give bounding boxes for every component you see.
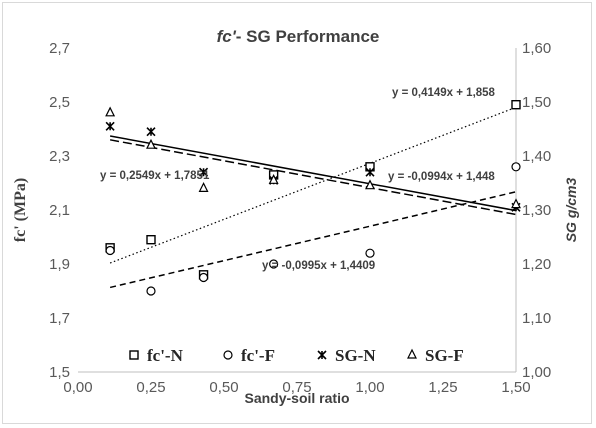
chart-title: fc'- SG Performance — [217, 27, 380, 46]
trendline — [109, 135, 517, 212]
x-tick-label: 0,50 — [209, 379, 238, 396]
circle-marker — [365, 248, 375, 258]
trendline-equation-label: y = 0,4149x + 1,858 — [392, 87, 496, 99]
right-y-tick-label: 1,00 — [522, 364, 551, 381]
triangle-marker — [146, 138, 156, 149]
triangle-marker — [105, 106, 116, 117]
legend-label: SG-N — [335, 346, 376, 365]
data-markers — [105, 99, 521, 296]
left-y-tick-label: 2,1 — [49, 202, 70, 219]
x-tick-label: 0,25 — [136, 379, 165, 396]
triangle-marker — [365, 179, 375, 190]
left-y-tick-label: 1,9 — [49, 256, 70, 273]
trendlines — [109, 106, 517, 289]
right-y-tick-label: 1,50 — [522, 94, 551, 111]
chart-frame — [2, 2, 592, 424]
left-y-tick-label: 2,5 — [49, 94, 70, 111]
right-y-tick-label: 1,40 — [522, 148, 551, 165]
star-marker — [317, 350, 327, 360]
right-y-tick-labels: 1,00 1,10 1,20 1,30 1,40 1,50 1,60 — [522, 40, 551, 381]
left-y-tick-labels: 1,5 1,7 1,9 2,1 2,3 2,5 2,7 — [49, 40, 70, 381]
x-tick-label: 1,50 — [501, 379, 530, 396]
triangle-marker — [511, 198, 521, 209]
star-marker — [365, 167, 375, 177]
right-y-axis-title: SG g/cm3 — [563, 178, 579, 243]
left-y-tick-label: 2,7 — [49, 40, 70, 57]
triangle-marker — [198, 182, 209, 192]
circle-marker — [146, 286, 156, 296]
right-y-tick-label: 1,60 — [522, 40, 551, 57]
star-marker — [105, 121, 115, 131]
circle-marker — [269, 259, 279, 269]
x-tick-label: 1,25 — [428, 379, 457, 396]
trendline-equations: y = 0,4149x + 1,858 y = 0,2549x + 1,7851 y… — [100, 87, 496, 272]
circle-marker — [198, 272, 209, 283]
x-axis-title: Sandy-soil ratio — [244, 390, 349, 406]
x-tick-labels: 0,00 0,25 0,50 0,75 1,00 1,25 1,50 — [63, 379, 530, 396]
trendline-equation-label: y = 0,2549x + 1,7851 — [100, 170, 210, 182]
x-tick-label: 1,00 — [355, 379, 384, 396]
left-y-tick-label: 2,3 — [49, 148, 70, 165]
circle-marker — [105, 245, 115, 256]
x-tick-label: 0,75 — [282, 379, 311, 396]
x-tick-label: 0,00 — [63, 379, 92, 396]
left-y-tick-label: 1,7 — [49, 310, 70, 327]
left-y-axis-title: fc' (MPa) — [12, 178, 29, 242]
legend: fc'-N fc'-F SG-N SG-F — [129, 346, 464, 365]
trendline-equation-label: y = -0,0994x + 1,448 — [388, 171, 495, 183]
right-y-tick-label: 1,20 — [522, 256, 551, 273]
trendline — [109, 139, 517, 216]
chart-title-rest: - SG Performance — [236, 27, 380, 46]
chart-title-italic: fc' — [217, 27, 237, 46]
triangle-marker — [268, 173, 279, 184]
triangle-marker — [407, 348, 417, 359]
star-marker — [198, 167, 209, 177]
star-marker — [146, 127, 156, 137]
legend-label: SG-F — [425, 346, 464, 365]
right-y-tick-label: 1,30 — [522, 202, 551, 219]
trendline-equation-label: y = -0,0995x + 1,4409 — [262, 260, 375, 272]
legend-label: fc'-N — [147, 346, 184, 365]
trendline — [109, 106, 517, 264]
left-y-tick-label: 1,5 — [49, 364, 70, 381]
square-marker — [511, 99, 521, 110]
circle-marker — [223, 350, 233, 360]
right-y-tick-label: 1,10 — [522, 310, 551, 327]
square-marker — [129, 350, 139, 360]
legend-label: fc'-F — [241, 346, 275, 365]
circle-marker — [511, 162, 521, 172]
square-marker — [146, 234, 156, 245]
